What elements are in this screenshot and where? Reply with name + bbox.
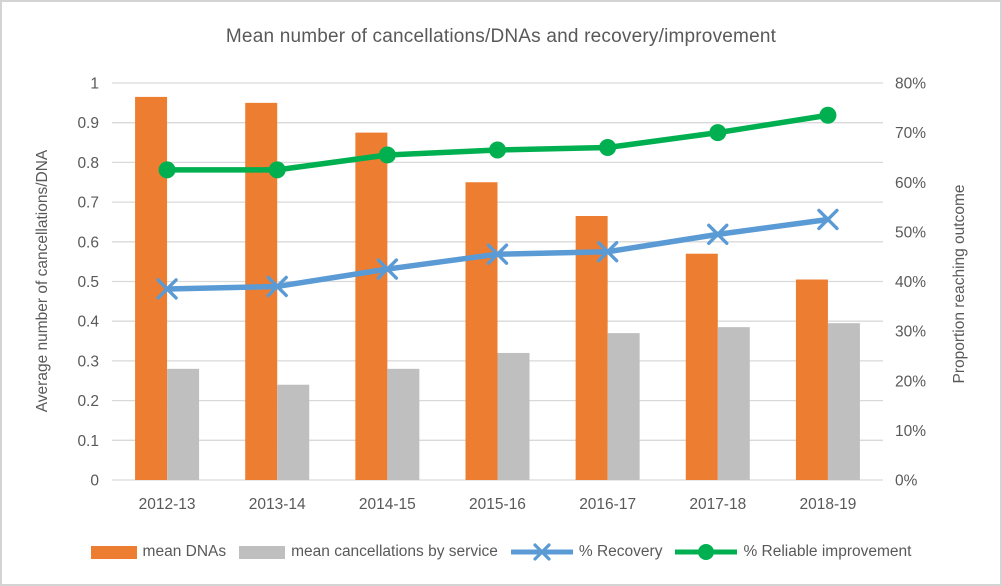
right-axis-tick-label: 30%	[895, 324, 926, 341]
bar-mean-dnas	[135, 96, 168, 481]
data-point-recovery	[266, 275, 288, 298]
x-axis-category-label: 2018-19	[799, 496, 856, 513]
data-point-recovery	[156, 278, 178, 300]
data-point-recovery	[486, 243, 509, 265]
chart-title: Mean number of cancellations/DNAs and re…	[225, 26, 777, 47]
x-axis-category-label: 2017-18	[689, 496, 746, 513]
right-axis-tick-label: 40%	[895, 274, 926, 291]
data-point-reliable-improvement	[378, 146, 396, 164]
data-point-recovery	[817, 208, 839, 231]
left-axis-tick-label: 0.2	[77, 393, 99, 410]
bar-mean-cancellations	[497, 352, 530, 480]
gray-swatch	[239, 545, 286, 559]
bar-mean-dnas	[685, 253, 718, 480]
data-point-reliable-improvement	[489, 141, 506, 159]
data-point-reliable-improvement	[268, 161, 286, 179]
legend-item-recovery: % Recovery	[510, 542, 663, 562]
bar-swatch-icon	[90, 545, 137, 559]
right-axis-tick-label: 20%	[895, 373, 926, 390]
legend-item-mean-cancellations: mean cancellations by service	[239, 543, 498, 561]
legend-item-reliable-improvement: % Reliable improvement	[675, 542, 911, 562]
data-point-reliable-improvement	[819, 106, 837, 124]
data-point-recovery	[376, 258, 399, 280]
left-axis-tick-label: 0.9	[77, 115, 99, 132]
legend-label: % Recovery	[578, 543, 663, 560]
orange-swatch	[90, 545, 137, 559]
legend-label: mean DNAs	[142, 543, 227, 560]
x-axis-category-label: 2014-15	[359, 496, 416, 513]
bar-mean-cancellations	[387, 368, 420, 480]
right-axis-tick-label: 80%	[895, 76, 926, 93]
data-point-reliable-improvement	[599, 139, 617, 157]
x-axis-category-label: 2013-14	[249, 496, 306, 513]
right-axis-tick-label: 0%	[895, 473, 918, 490]
data-point-recovery	[707, 223, 729, 246]
bar-mean-dnas	[795, 279, 828, 480]
left-axis-tick-label: 0.5	[77, 274, 99, 291]
line-dot-marker-icon	[675, 544, 738, 560]
left-axis-tick-label: 0.6	[77, 234, 99, 251]
right-axis-tick-label: 70%	[895, 125, 926, 142]
left-axis-tick-label: 0	[90, 473, 99, 490]
right-axis-tick-label: 50%	[895, 224, 926, 241]
x-marker	[533, 543, 551, 561]
right-axis-tick-label: 60%	[895, 175, 926, 192]
bar-mean-cancellations	[827, 323, 860, 480]
left-axis-tick-label: 0.8	[77, 155, 99, 172]
bar-swatch-icon	[239, 545, 286, 559]
left-axis-tick-label: 0.4	[77, 314, 99, 331]
x-axis-category-label: 2015-16	[469, 496, 526, 513]
bar-mean-dnas	[355, 132, 388, 480]
left-axis-tick-label: 0.1	[77, 433, 99, 450]
left-axis-tick-label: 0.3	[77, 353, 99, 370]
right-axis-title: Proportion reaching outcome	[951, 184, 968, 384]
bar-mean-cancellations	[717, 327, 750, 480]
bar-mean-dnas	[575, 215, 608, 480]
data-point-reliable-improvement	[709, 124, 727, 142]
x-axis-category-label: 2016-17	[579, 496, 636, 513]
left-axis-tick-label: 0.7	[77, 195, 99, 212]
legend-label: % Reliable improvement	[743, 543, 912, 560]
chart-legend: mean DNAs mean cancellations by service …	[2, 542, 1000, 562]
legend-label: mean cancellations by service	[291, 543, 498, 560]
dot-marker	[698, 544, 715, 560]
line-x-marker-icon	[510, 543, 573, 561]
right-axis-tick-label: 10%	[895, 423, 926, 440]
data-point-recovery	[596, 241, 619, 263]
legend-item-mean-dnas: mean DNAs	[90, 543, 227, 561]
bar-mean-cancellations	[607, 333, 640, 480]
data-point-reliable-improvement	[158, 161, 176, 179]
x-axis-category-label: 2012-13	[139, 496, 196, 513]
left-axis-tick-label: 1	[90, 76, 99, 93]
bar-mean-dnas	[465, 182, 498, 480]
bar-mean-cancellations	[277, 384, 310, 480]
bar-mean-cancellations	[167, 368, 200, 480]
left-axis-title: Average number of cancellations/DNA	[34, 149, 51, 413]
